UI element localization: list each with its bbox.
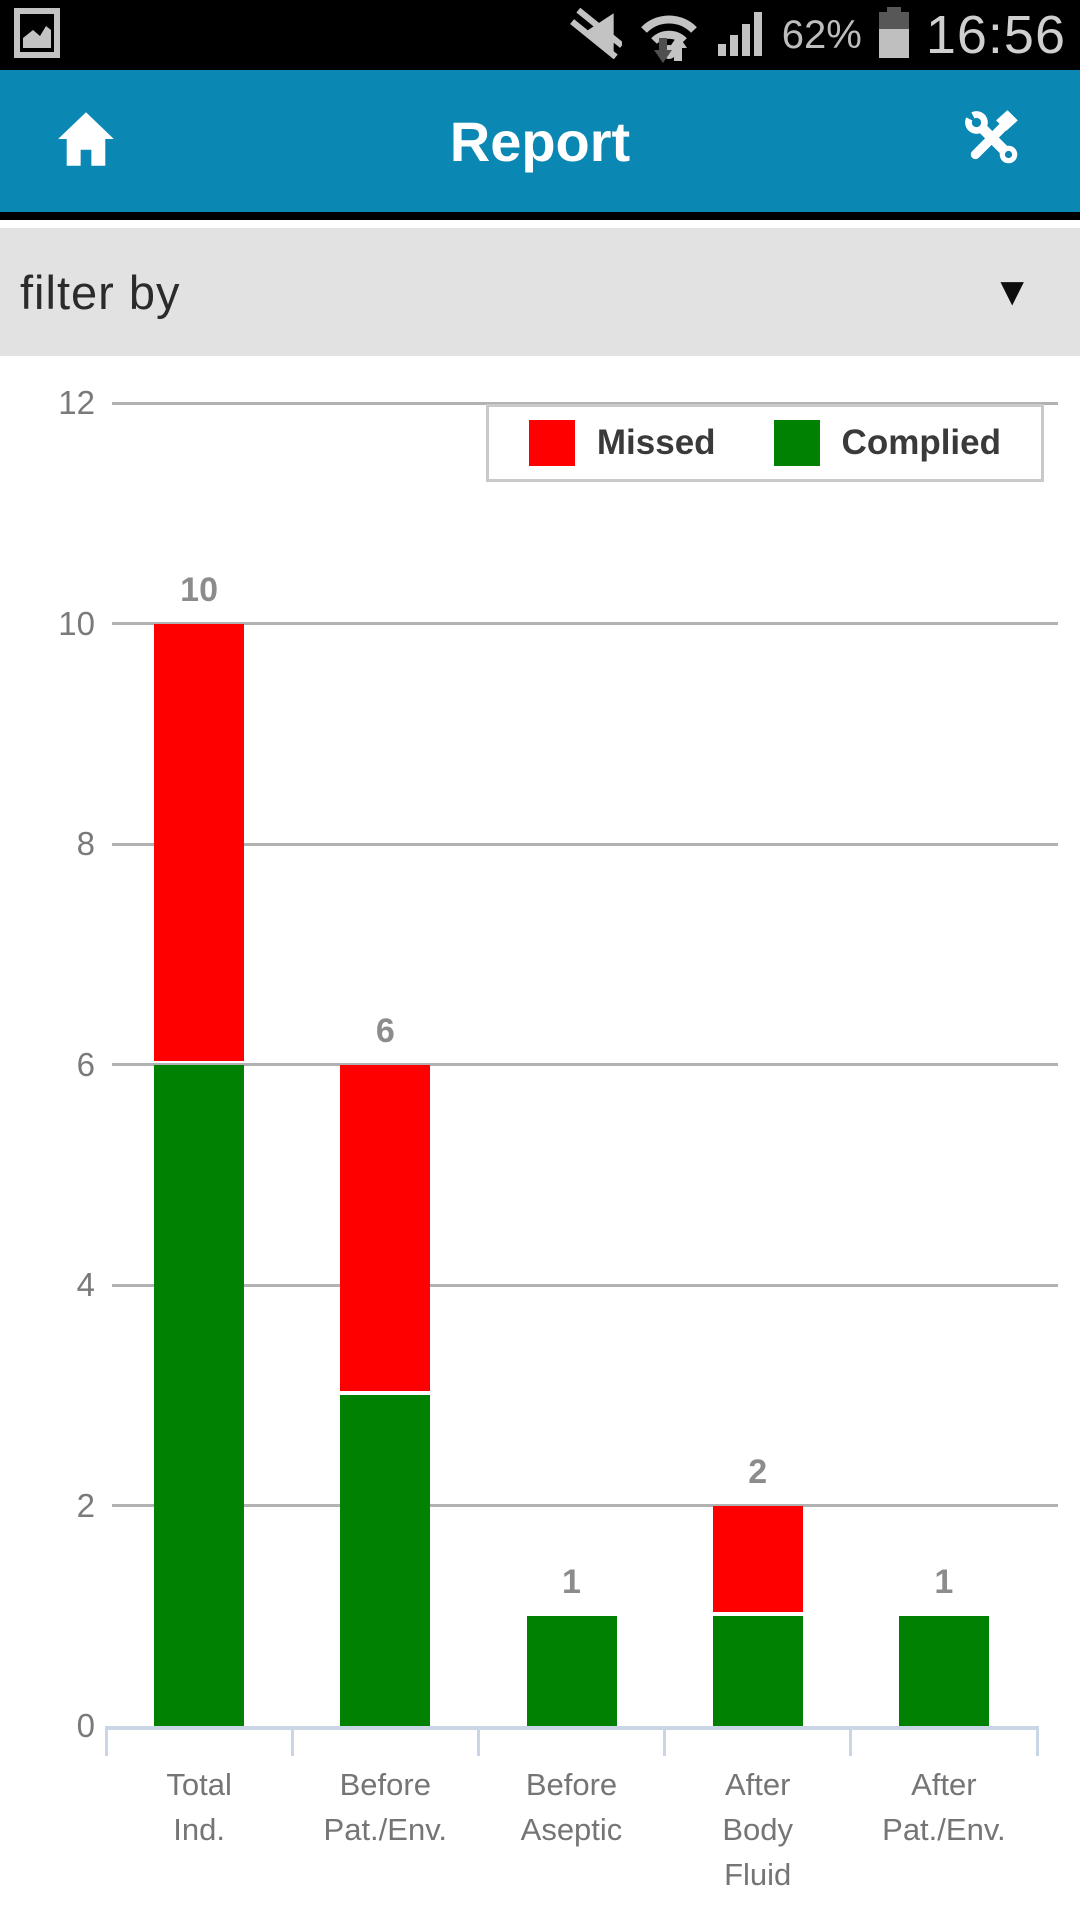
bar-missed bbox=[340, 1064, 431, 1392]
x-axis-category-label: Before Aseptic bbox=[520, 1767, 623, 1847]
y-axis-tick-label: 0 bbox=[76, 1707, 95, 1744]
wifi-updown-icon bbox=[638, 2, 700, 69]
app-bar: Report bbox=[0, 70, 1080, 220]
bar-value-label: 6 bbox=[375, 1011, 395, 1050]
legend-item-complied: Complied bbox=[773, 420, 1001, 466]
image-notification-icon bbox=[14, 7, 60, 63]
bar-complied bbox=[154, 1064, 245, 1726]
gridline bbox=[112, 842, 1058, 846]
tools-icon bbox=[962, 107, 1024, 175]
filter-dropdown[interactable]: filter by ▼ bbox=[0, 228, 1080, 356]
bar-complied bbox=[898, 1615, 989, 1726]
mute-icon bbox=[569, 7, 624, 64]
y-axis-tick-label: 2 bbox=[76, 1486, 95, 1524]
x-axis-tick bbox=[849, 1726, 853, 1756]
chart-legend: Missed Complied bbox=[485, 404, 1044, 482]
x-axis-category-label: Before Pat./Env. bbox=[323, 1767, 448, 1847]
stacked-bar-chart: 0 2 4 6 8 10 12 10 Total Ind. 6 Before Pat./Env. 1 B… bbox=[0, 356, 1080, 1920]
bar-value-label: 1 bbox=[934, 1562, 954, 1601]
x-axis-tick bbox=[1035, 1726, 1039, 1756]
bar-value-label: 1 bbox=[562, 1562, 581, 1601]
complied-swatch bbox=[773, 420, 820, 466]
legend-label: Missed bbox=[596, 423, 716, 462]
up-arrow bbox=[668, 34, 687, 61]
gridline bbox=[112, 1283, 1058, 1287]
page-title: Report bbox=[449, 109, 631, 173]
legend-item-missed: Missed bbox=[528, 420, 716, 466]
x-axis-category-label: Total Ind. bbox=[166, 1767, 232, 1847]
clock: 16:56 bbox=[925, 5, 1066, 65]
battery-icon bbox=[878, 6, 910, 64]
status-bar: 62% 16:56 bbox=[0, 0, 1080, 70]
y-axis-tick-label: 12 bbox=[58, 384, 95, 421]
x-axis-tick bbox=[290, 1726, 294, 1756]
gridline bbox=[112, 622, 1058, 625]
chart-region: 0 2 4 6 8 10 12 10 Total Ind. 6 Before Pat./Env. 1 B… bbox=[0, 356, 1080, 1920]
y-axis-tick-label: 10 bbox=[58, 604, 95, 642]
legend-label: Complied bbox=[841, 423, 1001, 462]
x-axis-tick bbox=[663, 1726, 667, 1756]
home-button[interactable] bbox=[56, 110, 116, 173]
bar-complied bbox=[712, 1615, 803, 1726]
battery-percent: 62% bbox=[781, 12, 862, 57]
x-axis-line bbox=[106, 1726, 1037, 1730]
bar-value-label: 10 bbox=[180, 570, 218, 609]
y-axis-tick-label: 4 bbox=[76, 1266, 95, 1303]
down-arrow bbox=[653, 37, 672, 63]
y-axis-tick-label: 6 bbox=[76, 1045, 95, 1083]
home-icon bbox=[56, 110, 116, 173]
x-axis-category-label: After Body Fluid bbox=[722, 1767, 794, 1892]
chevron-down-icon: ▼ bbox=[992, 270, 1032, 314]
x-axis-tick bbox=[104, 1726, 108, 1756]
y-axis-tick-label: 8 bbox=[76, 825, 95, 862]
bar-complied bbox=[340, 1395, 431, 1726]
gridline bbox=[112, 1504, 1058, 1507]
x-axis-category-label: After Pat./Env. bbox=[882, 1767, 1006, 1847]
x-axis-tick bbox=[476, 1726, 480, 1756]
tools-button[interactable] bbox=[962, 107, 1024, 175]
bar-missed bbox=[712, 1505, 803, 1612]
gridline bbox=[112, 1063, 1058, 1066]
bar-complied bbox=[526, 1615, 617, 1726]
bar-value-label: 2 bbox=[748, 1452, 768, 1491]
gridline bbox=[112, 401, 1058, 405]
bar-missed bbox=[154, 623, 245, 1061]
missed-swatch bbox=[528, 420, 575, 466]
signal-icon bbox=[716, 8, 766, 63]
filter-label: filter by bbox=[20, 265, 181, 319]
